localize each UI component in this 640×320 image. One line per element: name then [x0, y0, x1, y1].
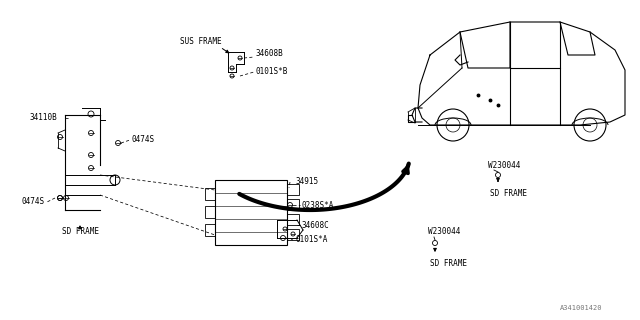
Text: 0474S: 0474S	[22, 197, 45, 206]
Text: A341001420: A341001420	[560, 305, 602, 311]
Text: 0474S: 0474S	[132, 135, 155, 145]
Bar	[287, 199, 299, 210]
Text: W230044: W230044	[488, 161, 520, 170]
Bar	[205, 224, 215, 236]
Text: SD FRAME: SD FRAME	[490, 188, 527, 197]
Text: 34110B: 34110B	[30, 114, 58, 123]
Text: 34608B: 34608B	[255, 50, 283, 59]
Bar	[287, 214, 299, 225]
Text: 34915: 34915	[295, 178, 318, 187]
Text: 0101S*A: 0101S*A	[295, 236, 328, 244]
Text: 0238S*A: 0238S*A	[302, 201, 334, 210]
Bar	[205, 206, 215, 218]
Text: SD FRAME: SD FRAME	[62, 228, 99, 236]
Text: 0101S*B: 0101S*B	[255, 68, 287, 76]
Text: SUS FRAME: SUS FRAME	[180, 37, 221, 46]
Text: SD FRAME: SD FRAME	[430, 259, 467, 268]
Text: W230044: W230044	[428, 228, 460, 236]
Bar	[215, 180, 287, 245]
Bar	[205, 188, 215, 200]
Bar	[287, 229, 299, 240]
Bar	[287, 184, 299, 195]
Text: 34608C: 34608C	[302, 220, 330, 229]
